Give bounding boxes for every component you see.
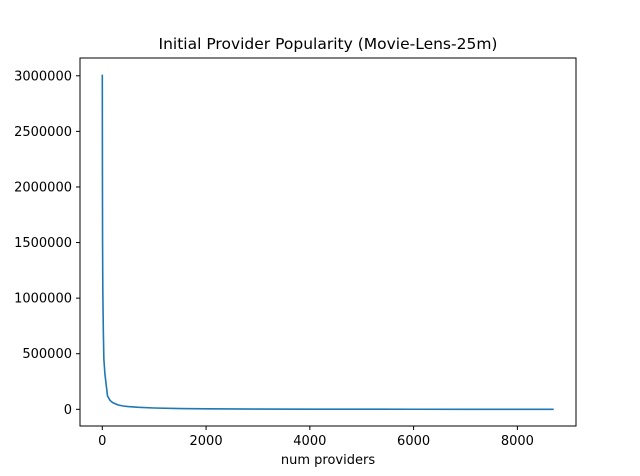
x-tick-label: 0 <box>98 434 106 449</box>
y-tick-label: 0 <box>64 403 72 418</box>
y-tick-label: 500000 <box>22 347 72 362</box>
y-tick-label: 1000000 <box>14 292 72 307</box>
series-layer <box>101 74 554 411</box>
y-tick-label: 2000000 <box>14 180 72 195</box>
chart-title: Initial Provider Popularity (Movie-Lens-… <box>159 35 498 53</box>
plot-area <box>79 57 577 427</box>
series-line-0 <box>101 74 554 411</box>
x-tick-label: 4000 <box>293 434 326 449</box>
y-tick-label: 2500000 <box>14 125 72 140</box>
x-axis-ticks: 0 2000 4000 6000 8000 <box>98 426 534 449</box>
x-tick-label: 8000 <box>501 434 534 449</box>
y-tick-label: 1500000 <box>14 236 72 251</box>
x-axis-label: num providers <box>281 453 375 468</box>
y-axis-ticks: 0 500000 1000000 1500000 2000000 2500000 30000… <box>14 69 80 418</box>
y-tick-label: 3000000 <box>14 69 72 84</box>
x-tick-label: 6000 <box>397 434 430 449</box>
x-tick-label: 2000 <box>190 434 223 449</box>
